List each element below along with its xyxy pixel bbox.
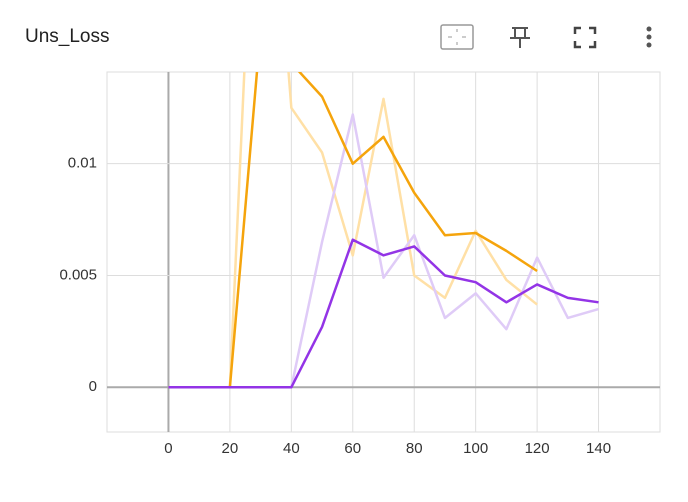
x-tick-label: 0 — [164, 440, 172, 457]
pin-button[interactable] — [510, 27, 530, 48]
y-tick-label: 0 — [89, 378, 97, 395]
x-tick-label: 40 — [283, 440, 300, 457]
series-line — [168, 238, 599, 389]
y-tick-label: 0.01 — [68, 155, 97, 172]
y-tick-label: 0.005 — [59, 266, 97, 283]
plot-border — [106, 71, 661, 433]
fit-domain-button[interactable] — [440, 24, 474, 50]
series-line — [168, 72, 538, 389]
more-menu-button[interactable] — [646, 26, 652, 48]
x-tick-label: 20 — [222, 440, 239, 457]
fullscreen-button[interactable] — [573, 26, 597, 49]
x-tick-label: 100 — [463, 440, 488, 457]
x-tick-label: 80 — [406, 440, 423, 457]
series-line — [168, 72, 538, 389]
x-tick-label: 140 — [586, 440, 611, 457]
x-tick-label: 120 — [525, 440, 550, 457]
x-tick-label: 60 — [344, 440, 361, 457]
chart-title: Uns_Loss — [25, 26, 110, 47]
